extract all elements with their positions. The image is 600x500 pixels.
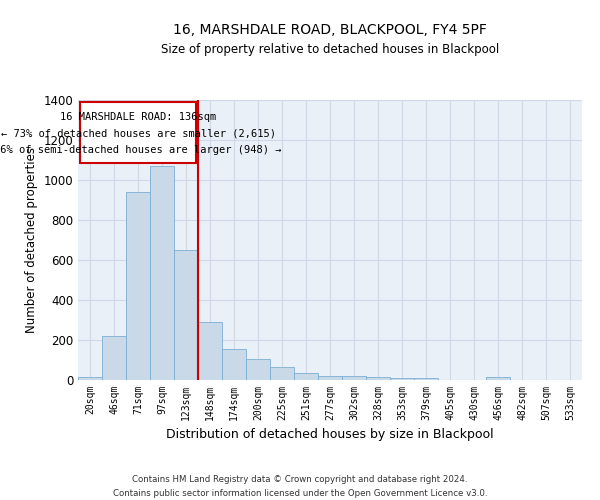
Bar bbox=[294, 373, 318, 380]
Bar bbox=[414, 378, 438, 380]
Bar bbox=[174, 250, 198, 380]
Bar bbox=[78, 377, 102, 380]
Bar bbox=[150, 166, 174, 380]
Bar bbox=[486, 377, 510, 380]
Bar bbox=[222, 349, 246, 380]
X-axis label: Distribution of detached houses by size in Blackpool: Distribution of detached houses by size … bbox=[166, 428, 494, 442]
Bar bbox=[198, 322, 222, 380]
Text: Contains HM Land Registry data © Crown copyright and database right 2024.
Contai: Contains HM Land Registry data © Crown c… bbox=[113, 476, 487, 498]
Text: ← 73% of detached houses are smaller (2,615): ← 73% of detached houses are smaller (2,… bbox=[1, 128, 275, 138]
Bar bbox=[366, 377, 390, 380]
Bar bbox=[246, 359, 270, 380]
Text: 16, MARSHDALE ROAD, BLACKPOOL, FY4 5PF: 16, MARSHDALE ROAD, BLACKPOOL, FY4 5PF bbox=[173, 22, 487, 36]
Y-axis label: Number of detached properties: Number of detached properties bbox=[25, 147, 38, 333]
Bar bbox=[80, 102, 196, 163]
Bar bbox=[126, 192, 150, 380]
Bar bbox=[270, 367, 294, 380]
Text: 16 MARSHDALE ROAD: 136sqm: 16 MARSHDALE ROAD: 136sqm bbox=[60, 112, 216, 122]
Bar bbox=[342, 376, 366, 380]
Text: Size of property relative to detached houses in Blackpool: Size of property relative to detached ho… bbox=[161, 42, 499, 56]
Bar bbox=[318, 376, 342, 380]
Bar bbox=[102, 336, 126, 380]
Bar bbox=[390, 378, 414, 380]
Text: 26% of semi-detached houses are larger (948) →: 26% of semi-detached houses are larger (… bbox=[0, 144, 282, 154]
